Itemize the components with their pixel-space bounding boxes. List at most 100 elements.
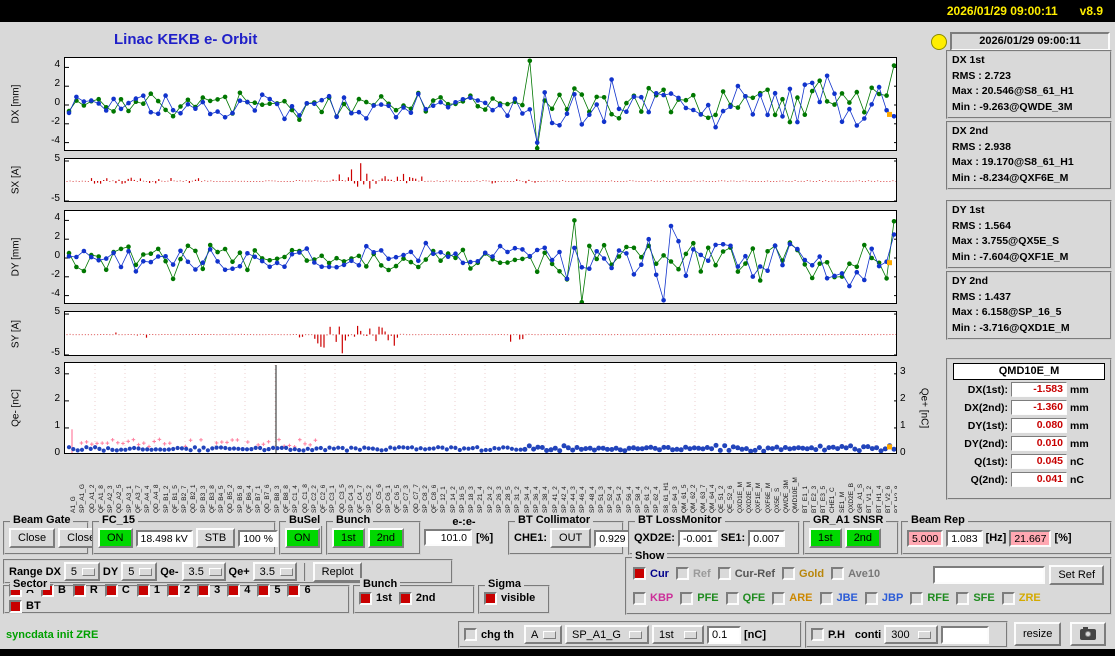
checkbox-sigma-visible[interactable]: visible — [484, 591, 536, 605]
fc15-on-button[interactable]: ON — [98, 528, 133, 548]
range-qem-label: Qe- — [160, 565, 179, 578]
y-tick-label: -5 — [51, 346, 60, 358]
dropdown-indicator-icon — [279, 567, 293, 576]
checkbox-show-are[interactable]: ARE — [772, 591, 813, 605]
busel-on-button[interactable]: ON — [285, 528, 320, 548]
checkbox-indicator — [819, 591, 833, 605]
monitor-row: DX(1st): -1.583 mm — [952, 381, 1108, 398]
checkbox-sector-5[interactable]: 5 — [257, 583, 280, 597]
screenshot-button[interactable] — [1070, 622, 1106, 646]
che1-out-button[interactable]: OUT — [550, 528, 592, 548]
beam-rep-pct-unit: [%] — [1054, 532, 1072, 544]
checkbox-indicator — [725, 591, 739, 605]
checkbox-show-jbe[interactable]: JBE — [819, 591, 858, 605]
checkbox-show-ref[interactable]: Ref — [675, 567, 711, 581]
checkbox-show-ave10[interactable]: Ave10 — [831, 567, 880, 581]
x-axis-element-label: SP_C7_3 — [403, 485, 411, 513]
beam-gate-close-1-button[interactable]: Close — [9, 528, 56, 548]
stat-line: Max : 20.546@S8_61_H1 — [952, 85, 1074, 97]
y-tick-label: 2 — [54, 231, 60, 243]
x-axis-element-label: SP_26_3 — [495, 486, 503, 513]
che1-label: CHE1: — [514, 532, 548, 544]
checkbox-show-pfe[interactable]: PFE — [680, 591, 719, 605]
checkbox-sector-3[interactable]: 3 — [197, 583, 221, 597]
points-dropdown[interactable]: 300 — [884, 625, 939, 644]
checkbox-sector-c[interactable]: C — [104, 583, 130, 597]
resize-button[interactable]: resize — [1014, 622, 1062, 646]
x-axis-element-label: QD_B5_2 — [227, 484, 235, 513]
checkbox-sector-r[interactable]: R — [72, 583, 98, 597]
gr-snsr-1st-button[interactable]: 1st — [809, 528, 842, 548]
checkbox-bunch-1st[interactable]: 1st — [359, 591, 392, 605]
y-tick-label: -5 — [51, 193, 60, 204]
x-axis-element-label: QF_B6_4 — [245, 485, 253, 513]
fc15-stb-button[interactable]: STB — [195, 528, 236, 548]
range-qep-dropdown[interactable]: 3.5 — [252, 562, 297, 581]
stat-line: Min : -7.604@QXF1E_M — [952, 250, 1069, 263]
threshold-input[interactable] — [707, 625, 741, 644]
range-qem-dropdown[interactable]: 3.5 — [181, 562, 226, 581]
checkbox-show-cur[interactable]: Cur — [633, 567, 669, 581]
checkbox-indicator — [464, 628, 477, 641]
checkbox-indicator — [831, 567, 845, 581]
replot-button[interactable]: Replot — [312, 561, 363, 582]
ph-checkbox[interactable]: P.H — [811, 628, 845, 641]
monitor-row-value: 0.041 — [1011, 472, 1067, 487]
show-checkbox-group-1: Cur Ref Cur-Ref Gold Ave10 — [633, 567, 887, 583]
beam-rep-hz-unit: [Hz] — [985, 532, 1007, 544]
checkbox-label: 3 — [214, 584, 221, 596]
x-axis-element-label: QF_C6_5 — [394, 484, 402, 513]
stat-box-dx-2nd: DX 2nd RMS : 2.938 Max : 19.170@S8_61_H1 Mi… — [946, 121, 1112, 190]
range-dy-dropdown[interactable]: 5 — [121, 562, 158, 581]
gr-snsr-2nd-button[interactable]: 2nd — [844, 528, 882, 548]
monitor-row-value: 0.045 — [1011, 454, 1067, 469]
bottom-bar — [0, 649, 1115, 656]
bt-collimator-frame: BT Collimator CHE1: OUT 0.929 — [508, 514, 631, 555]
checkbox-label: visible — [501, 592, 536, 604]
bunch-1st-button[interactable]: 1st — [332, 528, 365, 548]
x-axis-element-label: QM_61_5 — [681, 484, 689, 513]
page-title: Linac KEKB e- Orbit — [114, 31, 258, 48]
conti-count-input[interactable] — [941, 625, 990, 644]
bpm-dropdown[interactable]: SP_A1_G — [565, 625, 649, 644]
x-axis-element-label: SP_14_2 — [449, 486, 457, 513]
checkbox-sector-1[interactable]: 1 — [136, 583, 160, 597]
checkbox-show-qfe[interactable]: QFE — [725, 591, 765, 605]
x-axis-element-label: SP_48_4 — [588, 486, 596, 513]
checkbox-sector-2[interactable]: 2 — [166, 583, 190, 597]
device-dropdown[interactable]: A — [524, 625, 562, 644]
monitor-row-unit: mm — [1070, 437, 1089, 450]
x-axis-element-label: SP_B1_2 — [162, 485, 170, 513]
set-ref-button[interactable]: Set Ref — [1049, 565, 1104, 586]
x-axis-element-label: SP_B4_5 — [218, 485, 226, 513]
checkbox-label: ARE — [789, 592, 813, 605]
checkbox-bunch-2nd[interactable]: 2nd — [398, 591, 435, 605]
checkbox-indicator — [227, 583, 241, 597]
checkbox-show-rfe[interactable]: RFE — [910, 591, 949, 605]
checkbox-show-zre[interactable]: ZRE — [1001, 591, 1041, 605]
range-dx-dropdown[interactable]: 5 — [63, 562, 100, 581]
set-ref-input[interactable] — [933, 566, 1046, 585]
bpm-dropdown-value: SP_A1_G — [572, 628, 621, 641]
dropdown-indicator-icon — [543, 630, 557, 639]
checkbox-show-cur-ref[interactable]: Cur-Ref — [717, 567, 775, 581]
stat-box-dy-2nd: DY 2nd RMS : 1.437 Max : 6.158@SP_16_5 Min … — [946, 271, 1112, 340]
checkbox-sector-6[interactable]: 6 — [287, 583, 311, 597]
chg-th-checkbox[interactable]: chg th — [464, 628, 514, 641]
checkbox-show-gold[interactable]: Gold — [782, 567, 824, 581]
bunch-2nd-button[interactable]: 2nd — [367, 528, 405, 548]
range-frame: Range DX 5 DY 5 Qe- 3.5 Qe+ 3.5 Replot — [3, 559, 453, 584]
checkbox-sector-4[interactable]: 4 — [227, 583, 250, 597]
bunch-dropdown[interactable]: 1st — [652, 625, 704, 644]
stat-line: Min : -3.716@QXD1E_M — [952, 321, 1070, 334]
checkbox-show-kbp[interactable]: KBP — [633, 591, 673, 605]
checkbox-show-jbp[interactable]: JBP — [864, 591, 903, 605]
x-axis-element-label: SP_36_4 — [533, 486, 540, 513]
checkbox-sector-bt[interactable]: BT — [9, 599, 41, 613]
x-axis-element-label: BT_H2_8 — [894, 485, 897, 513]
x-axis-element-label: QF_C2_6 — [320, 484, 328, 513]
dropdown-indicator-icon — [918, 630, 932, 639]
qe-chart-svg — [65, 365, 896, 453]
checkbox-show-sfe[interactable]: SFE — [956, 591, 995, 605]
x-axis-element-label: QXF1E_M — [755, 482, 763, 513]
